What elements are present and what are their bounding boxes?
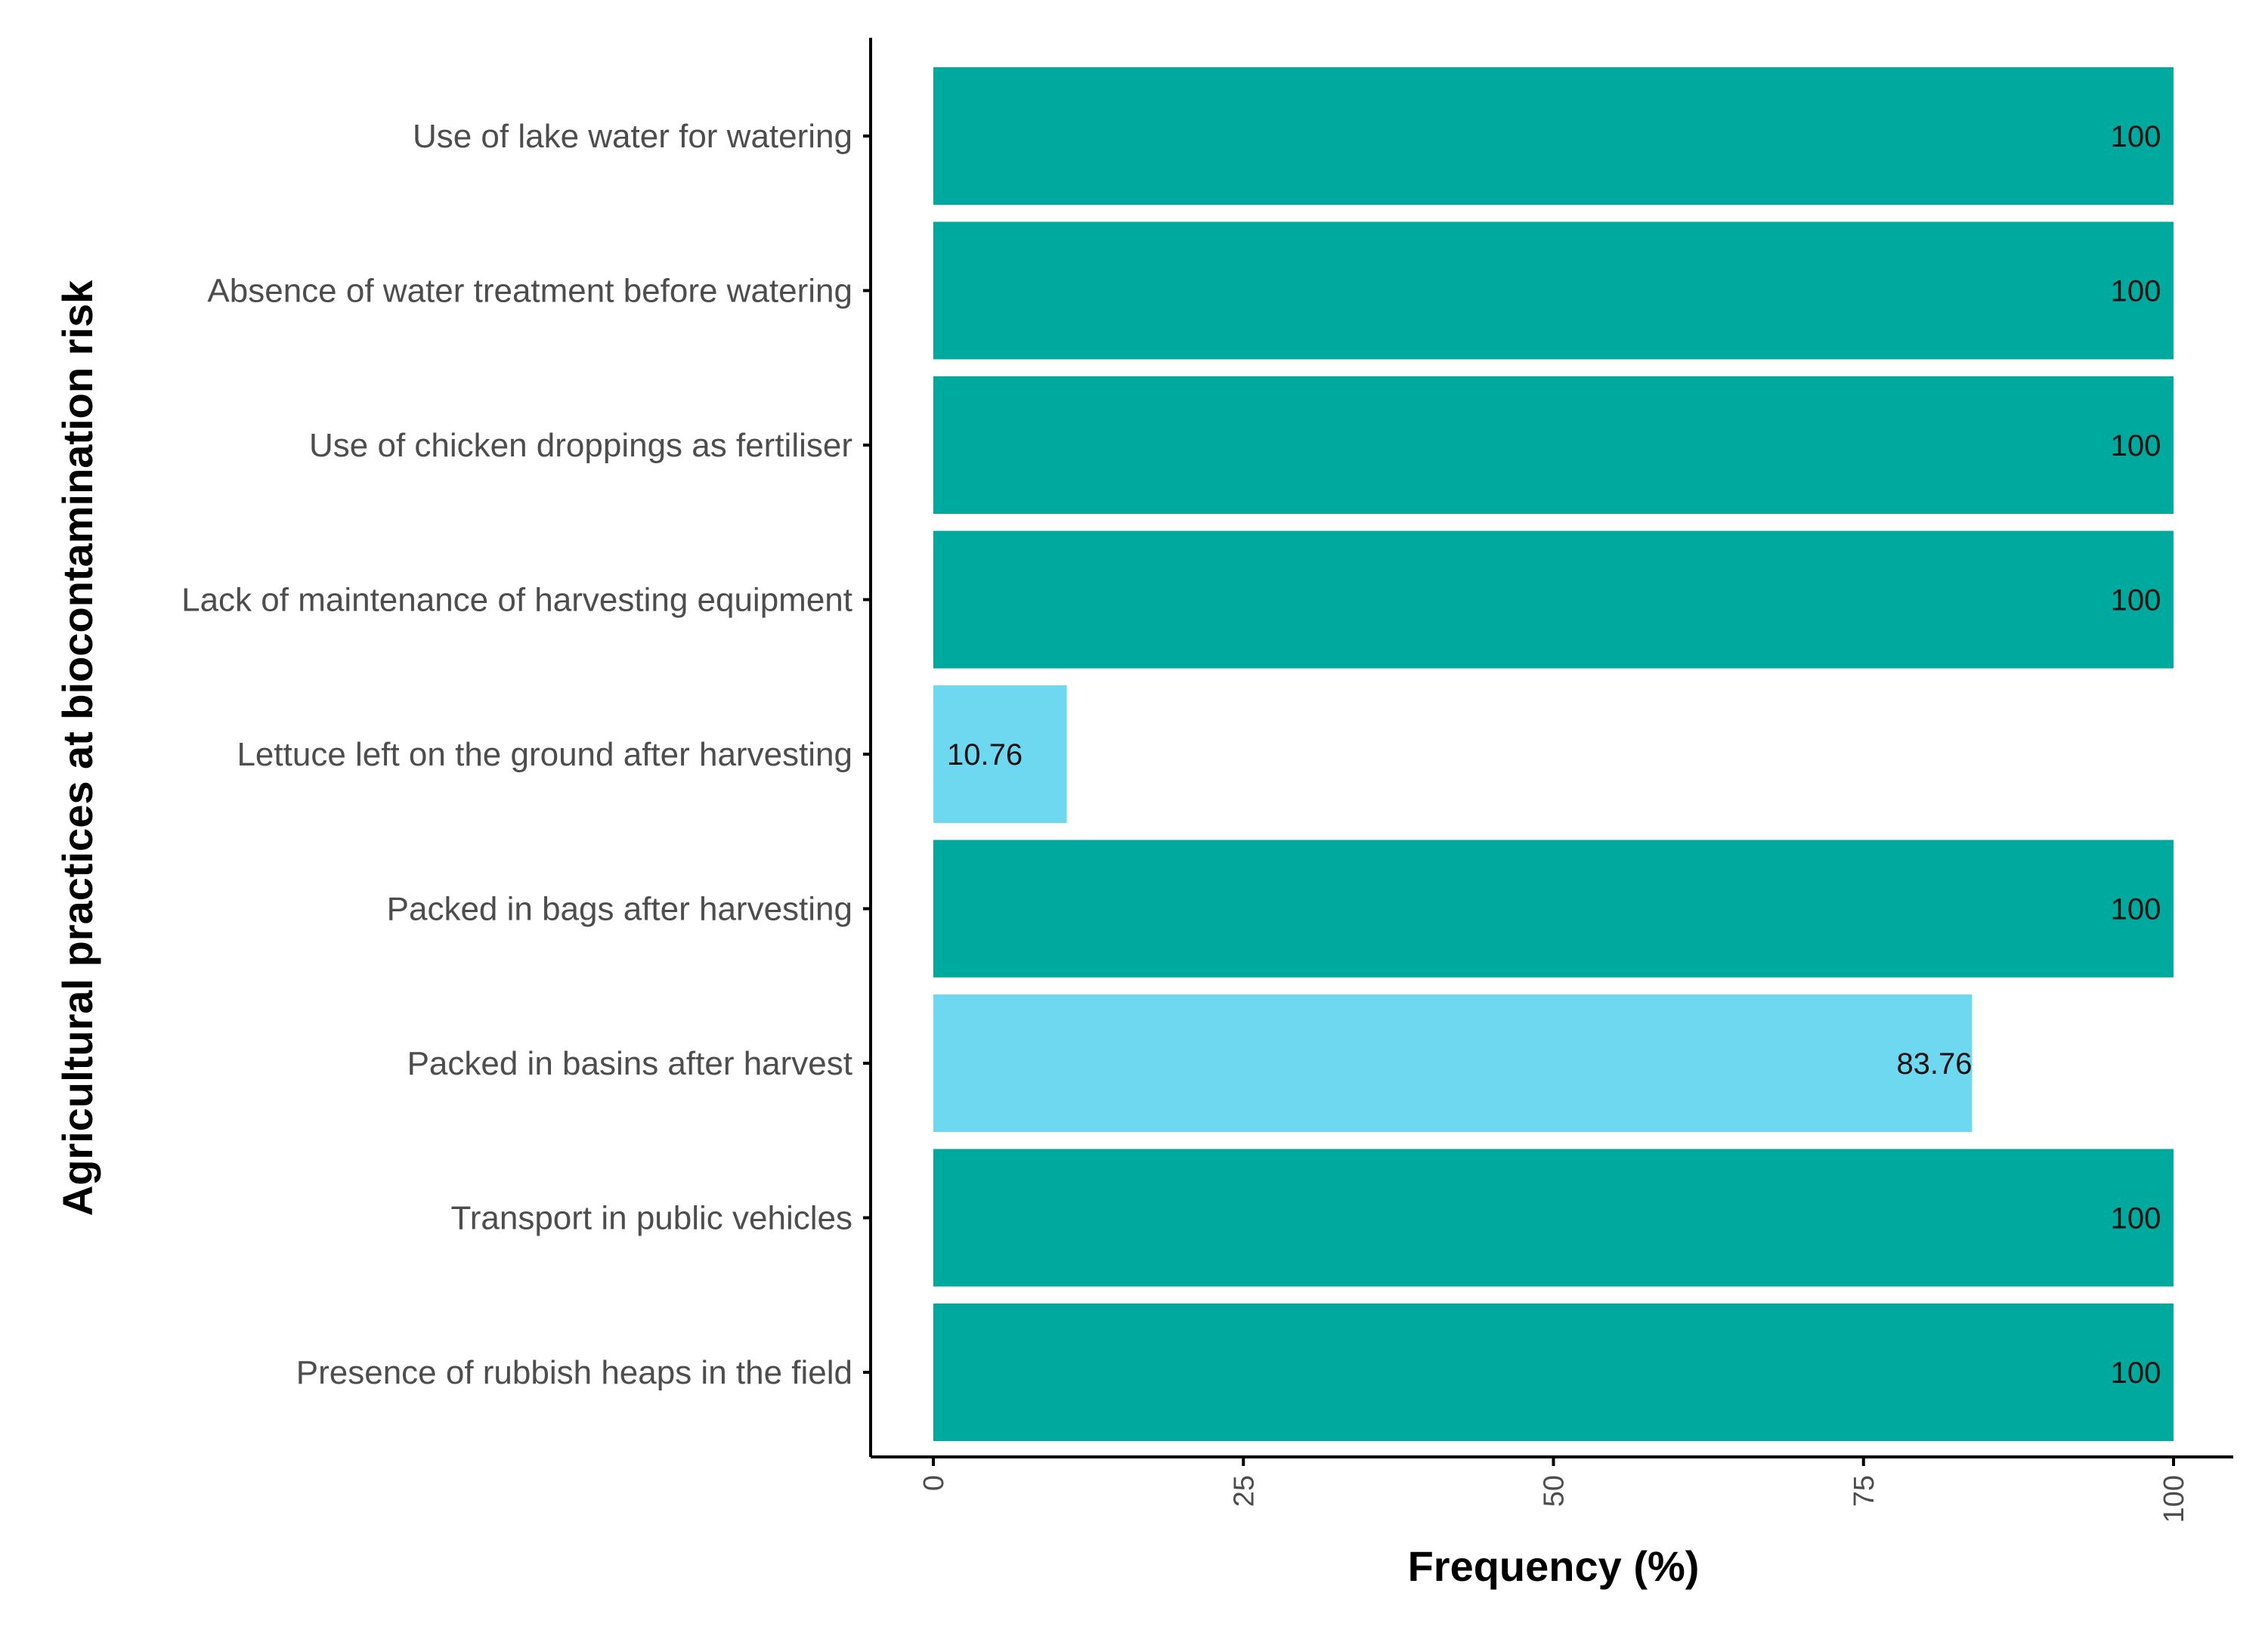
category-label-2: Use of chicken droppings as fertiliser	[309, 427, 852, 464]
category-label-4: Lettuce left on the ground after harvest…	[237, 736, 852, 773]
category-label-0: Use of lake water for watering	[413, 118, 852, 155]
x-axis-title: Frequency (%)	[1408, 1542, 1700, 1590]
value-label-4: 10.76	[947, 738, 1023, 772]
value-label-8: 100	[2111, 1356, 2161, 1390]
x-tick-labels-layer: 0 25 50 75 100	[918, 1475, 2190, 1523]
y-axis-title: Agricultural practices at biocontaminati…	[54, 280, 101, 1216]
bars-layer	[933, 67, 2174, 1441]
bar-4	[933, 685, 1067, 823]
value-label-5: 100	[2111, 893, 2161, 926]
category-label-5: Packed in bags after harvesting	[387, 891, 852, 928]
bar-6	[933, 994, 1973, 1132]
value-label-7: 100	[2111, 1202, 2161, 1236]
value-label-6: 83.76	[1896, 1047, 1972, 1081]
bar-8	[933, 1304, 2174, 1441]
value-label-0: 100	[2111, 120, 2161, 153]
x-tick-label-3: 75	[1849, 1475, 1880, 1507]
category-label-1: Absence of water treatment before wateri…	[207, 273, 852, 310]
x-tick-label-4: 100	[2158, 1475, 2190, 1523]
x-tick-label-2: 50	[1539, 1475, 1570, 1507]
bar-0	[933, 67, 2174, 205]
x-tick-label-1: 25	[1228, 1475, 1260, 1507]
value-label-3: 100	[2111, 584, 2161, 617]
category-label-7: Transport in public vehicles	[450, 1200, 852, 1237]
bar-7	[933, 1149, 2174, 1287]
category-label-8: Presence of rubbish heaps in the field	[296, 1354, 852, 1391]
value-label-1: 100	[2111, 275, 2161, 308]
bar-5	[933, 840, 2174, 978]
bar-1	[933, 221, 2174, 360]
category-label-6: Packed in basins after harvest	[407, 1045, 852, 1082]
bar-2	[933, 376, 2174, 514]
value-label-2: 100	[2111, 429, 2161, 462]
category-label-3: Lack of maintenance of harvesting equipm…	[181, 582, 852, 619]
category-labels-layer: Use of lake water for watering Absence of…	[181, 118, 852, 1391]
value-labels-layer: 100 100 100 100 10.76 100 83.76 100 100	[947, 120, 2161, 1390]
x-tick-label-0: 0	[918, 1475, 950, 1491]
bar-3	[933, 530, 2174, 669]
axes-layer	[863, 38, 2233, 1466]
